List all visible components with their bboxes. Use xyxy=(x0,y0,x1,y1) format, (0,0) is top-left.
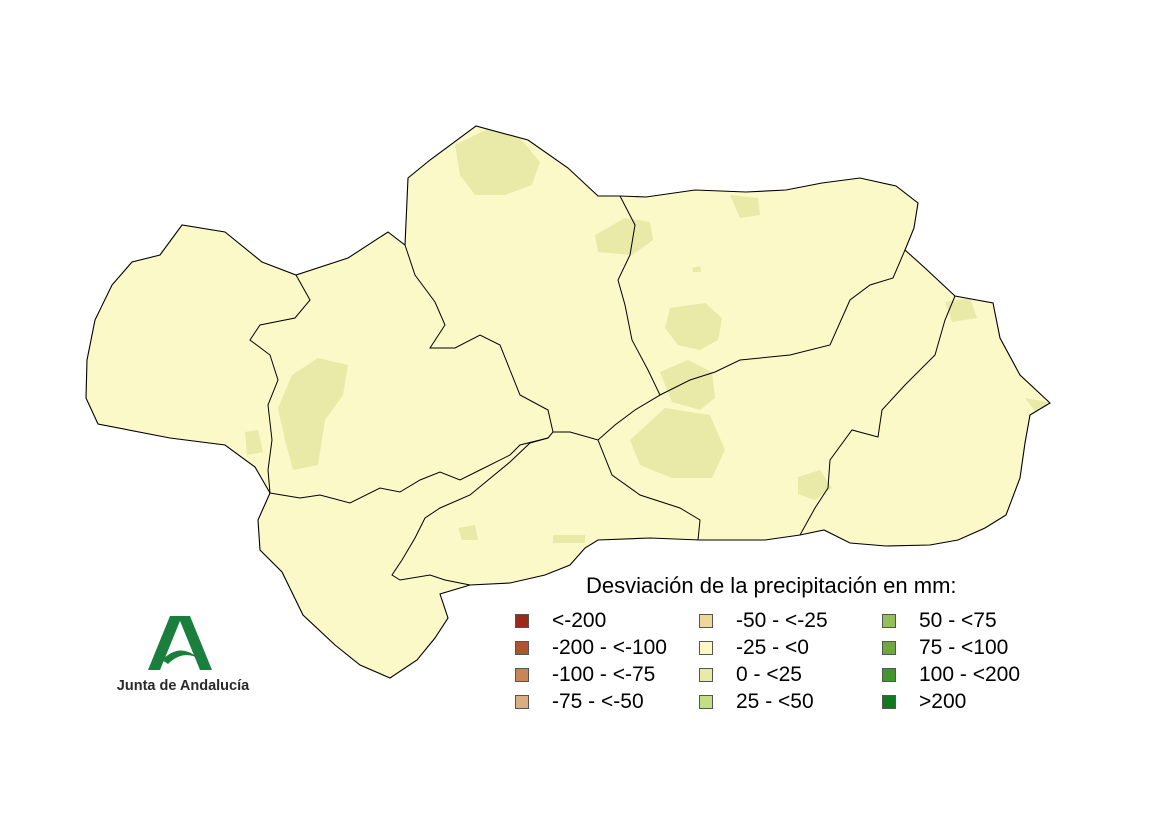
precip-patch xyxy=(660,360,715,410)
logo-a-right-stroke xyxy=(178,616,212,670)
border-granada-almeria xyxy=(799,295,956,536)
border-jaen-granada xyxy=(659,249,906,396)
legend-swatch xyxy=(882,668,896,682)
border-cadiz-malaga xyxy=(391,437,549,586)
logo-a-swoosh xyxy=(162,650,198,664)
legend-label: -75 - <-50 xyxy=(552,690,644,713)
legend-label: -50 - <-25 xyxy=(736,609,828,632)
border-huelva-sevilla xyxy=(249,274,311,494)
legend-swatch xyxy=(699,668,713,682)
precip-patch xyxy=(553,535,585,543)
legend-swatch xyxy=(515,641,529,655)
legend-label: <-200 xyxy=(552,609,607,632)
legend-swatch xyxy=(515,695,529,709)
precip-patch xyxy=(630,408,725,478)
andalucia-outline xyxy=(85,125,1051,679)
province-borders xyxy=(249,195,956,586)
precip-patch xyxy=(665,303,722,350)
legend-swatch xyxy=(882,641,896,655)
legend-swatch xyxy=(882,614,896,628)
patch-0-25-group xyxy=(245,128,1048,543)
junta-de-andalucia-logo: Junta de Andalucía xyxy=(112,612,262,702)
logo-text: Junta de Andalucía xyxy=(116,678,250,694)
legend-label: 25 - <50 xyxy=(736,690,814,713)
legend-swatch xyxy=(515,614,529,628)
andalucia-a-icon xyxy=(148,616,212,670)
legend-label: -25 - <0 xyxy=(736,636,809,659)
legend-swatch xyxy=(699,695,713,709)
precip-patch xyxy=(730,195,760,218)
legend-label: >200 xyxy=(919,690,967,713)
precip-patch xyxy=(455,128,540,195)
precip-patch xyxy=(1025,398,1048,415)
legend-label: 0 - <25 xyxy=(736,663,802,686)
precip-patch xyxy=(945,298,977,322)
legend: <-200 -200 - <-100 -100 - <-75 -75 - <-5… xyxy=(515,609,1075,719)
precip-patch xyxy=(458,525,478,540)
legend-label: 100 - <200 xyxy=(919,663,1021,686)
legend-label: 50 - <75 xyxy=(919,609,997,632)
logo-a-left-stroke xyxy=(148,616,182,670)
border-malaga-granada xyxy=(597,439,701,541)
legend-label: -100 - <-75 xyxy=(552,663,656,686)
precip-patch xyxy=(595,218,653,255)
legend-title: Desviación de la precipitación en mm: xyxy=(586,573,957,598)
legend-swatch xyxy=(699,614,713,628)
precip-patch xyxy=(278,358,348,470)
precip-patch xyxy=(692,266,701,272)
precip-patch xyxy=(798,470,832,500)
legend-swatch xyxy=(515,668,529,682)
precip-patch xyxy=(245,430,263,455)
legend-label: -200 - <-100 xyxy=(552,636,667,659)
legend-swatch xyxy=(882,695,896,709)
legend-label: 75 - <100 xyxy=(919,636,1009,659)
legend-swatch xyxy=(699,641,713,655)
